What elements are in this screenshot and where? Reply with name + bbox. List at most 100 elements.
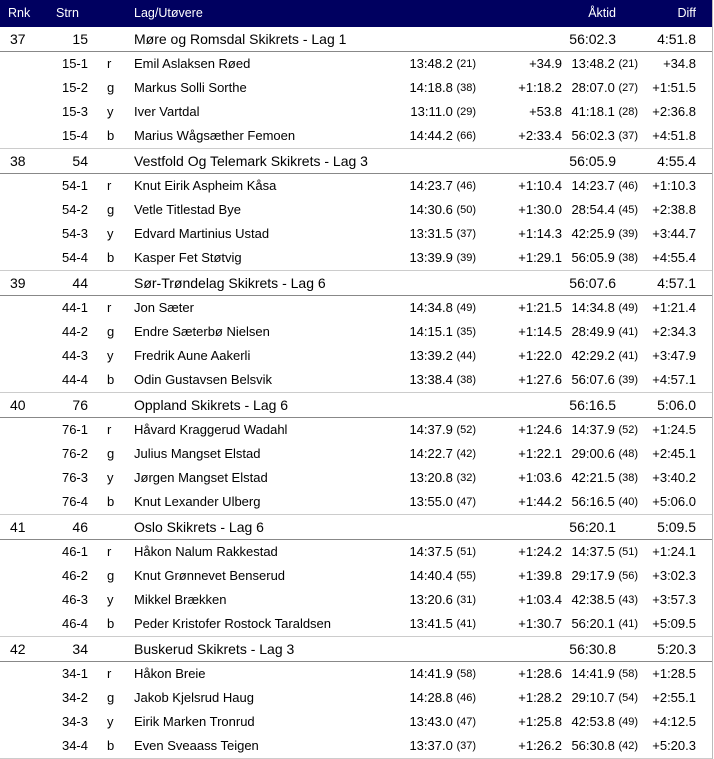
runner-name[interactable]: Håvard Kraggerud Wadahl	[134, 422, 288, 437]
cum-rank: (27)	[618, 82, 638, 94]
runner-row[interactable]: 54-1 r Knut Eirik Aspheim Kåsa 14:23.7 (46)…	[0, 174, 712, 198]
leg-time-cell: 14:22.7 (42)	[409, 442, 476, 467]
team-name[interactable]: Oppland Skikrets - Lag 6	[134, 397, 289, 413]
runner-name[interactable]: Iver Vartdal	[134, 104, 200, 119]
runner-row[interactable]: 46-4 b Peder Kristofer Rostock Taraldsen 13…	[0, 612, 712, 636]
leg-rank: (37)	[456, 228, 476, 240]
runner-name[interactable]: Knut Lexander Ulberg	[134, 494, 261, 509]
team-row[interactable]: 40 76 Oppland Skikrets - Lag 6 56:16.5 5:06.…	[0, 393, 712, 418]
runner-row[interactable]: 46-3 y Mikkel Brækken 13:20.6 (31) +1:03.4 42…	[0, 588, 712, 612]
runner-row[interactable]: 15-3 y Iver Vartdal 13:11.0 (29) +53.8 41:18.…	[0, 100, 712, 124]
runner-name[interactable]: Knut Grønnevet Benserud	[134, 568, 286, 583]
leg-time-cell: 14:37.9 (52)	[409, 418, 476, 443]
runner-color: b	[107, 616, 115, 631]
leg-time: 14:44.2	[409, 128, 453, 143]
runner-name[interactable]: Knut Eirik Aspheim Kåsa	[134, 178, 277, 193]
leg-rank: (32)	[456, 472, 476, 484]
runner-row[interactable]: 54-3 y Edvard Martinius Ustad 13:31.5 (37) +…	[0, 222, 712, 246]
leg-diff: +1:39.8	[518, 568, 562, 583]
header-diff[interactable]: Diff	[677, 6, 696, 20]
runner-name[interactable]: Fredrik Aune Aakerli	[134, 348, 251, 363]
header-team[interactable]: Lag/Utøvere	[134, 6, 203, 20]
cum-rank: (52)	[618, 424, 638, 436]
runner-row[interactable]: 34-1 r Håkon Breie 14:41.9 (58) +1:28.6 14:41…	[0, 662, 712, 686]
team-row[interactable]: 41 46 Oslo Skikrets - Lag 6 56:20.1 5:09.5	[0, 515, 712, 540]
runner-row[interactable]: 34-3 y Eirik Marken Tronrud 13:43.0 (47) +1:…	[0, 710, 712, 734]
team-name[interactable]: Vestfold Og Telemark Skikrets - Lag 3	[134, 153, 368, 169]
cum-rank: (37)	[618, 130, 638, 142]
runner-row[interactable]: 46-1 r Håkon Nalum Rakkestad 14:37.5 (51) +1…	[0, 540, 712, 564]
team-bib: 44	[72, 275, 88, 291]
cum-time: 13:48.2	[571, 56, 615, 71]
runner-name[interactable]: Marius Wågsæther Femoen	[134, 128, 296, 143]
team-row[interactable]: 42 34 Buskerud Skikrets - Lag 3 56:30.8 5:20…	[0, 637, 712, 662]
leg-rank: (55)	[456, 570, 476, 582]
team-name[interactable]: Sør-Trøndelag Skikrets - Lag 6	[134, 275, 326, 291]
runner-row[interactable]: 34-4 b Even Sveaass Teigen 13:37.0 (37) +1:2…	[0, 734, 712, 758]
runner-name[interactable]: Peder Kristofer Rostock Taraldsen	[134, 616, 332, 631]
runner-row[interactable]: 76-4 b Knut Lexander Ulberg 13:55.0 (47) +1:…	[0, 490, 712, 514]
runner-name[interactable]: Kasper Fet Støtvig	[134, 250, 242, 265]
runner-name[interactable]: Håkon Breie	[134, 666, 206, 681]
runner-row[interactable]: 34-2 g Jakob Kjelsrud Haug 14:28.8 (46) +1:2…	[0, 686, 712, 710]
runner-row[interactable]: 15-2 g Markus Solli Sorthe 14:18.8 (38) +1:1…	[0, 76, 712, 100]
runner-row[interactable]: 76-3 y Jørgen Mangset Elstad 13:20.8 (32) +1…	[0, 466, 712, 490]
runner-row[interactable]: 44-1 r Jon Sæter 14:34.8 (49) +1:21.5 14:34.8…	[0, 296, 712, 320]
runner-row[interactable]: 44-3 y Fredrik Aune Aakerli 13:39.2 (44) +1:…	[0, 344, 712, 368]
leg-time-cell: 13:48.2 (21)	[409, 52, 476, 77]
cum-rank: (28)	[618, 106, 638, 118]
runner-row[interactable]: 54-2 g Vetle Titlestad Bye 14:30.6 (50) +1:3…	[0, 198, 712, 222]
runner-name[interactable]: Edvard Martinius Ustad	[134, 226, 270, 241]
runner-name[interactable]: Vetle Titlestad Bye	[134, 202, 241, 217]
team-block: 37 15 Møre og Romsdal Skikrets - Lag 1 56:0…	[0, 27, 712, 149]
team-name[interactable]: Oslo Skikrets - Lag 6	[134, 519, 264, 535]
header-start[interactable]: Strn	[56, 6, 79, 20]
leg-time: 14:37.5	[409, 544, 453, 559]
runner-bib: 76-1	[61, 422, 88, 437]
runner-row[interactable]: 44-2 g Endre Sæterbø Nielsen 14:15.1 (35) +1…	[0, 320, 712, 344]
header-total[interactable]: Åktid	[588, 6, 616, 20]
runner-name[interactable]: Emil Aslaksen Røed	[134, 56, 251, 71]
runner-name[interactable]: Jørgen Mangset Elstad	[134, 470, 268, 485]
runner-name[interactable]: Mikkel Brækken	[134, 592, 227, 607]
team-row[interactable]: 39 44 Sør-Trøndelag Skikrets - Lag 6 56:07.…	[0, 271, 712, 296]
cum-time-cell: 13:48.2 (21)	[571, 52, 638, 77]
runner-name[interactable]: Jon Sæter	[134, 300, 194, 315]
runner-name[interactable]: Jakob Kjelsrud Haug	[134, 690, 254, 705]
runner-name[interactable]: Odin Gustavsen Belsvik	[134, 372, 273, 387]
team-block: 39 44 Sør-Trøndelag Skikrets - Lag 6 56:07.…	[0, 271, 712, 393]
team-row[interactable]: 38 54 Vestfold Og Telemark Skikrets - Lag …	[0, 149, 712, 174]
leg-rank: (46)	[456, 180, 476, 192]
leg-time: 13:20.8	[409, 470, 453, 485]
cum-time: 14:37.9	[571, 422, 615, 437]
cum-time-cell: 28:54.4 (45)	[571, 198, 638, 223]
team-row[interactable]: 37 15 Møre og Romsdal Skikrets - Lag 1 56:0…	[0, 27, 712, 52]
cum-time-cell: 14:41.9 (58)	[571, 662, 638, 687]
runner-row[interactable]: 76-2 g Julius Mangset Elstad 14:22.7 (42) +1…	[0, 442, 712, 466]
runner-row[interactable]: 44-4 b Odin Gustavsen Belsvik 13:38.4 (38) +…	[0, 368, 712, 392]
runner-name[interactable]: Håkon Nalum Rakkestad	[134, 544, 278, 559]
team-name[interactable]: Buskerud Skikrets - Lag 3	[134, 641, 295, 657]
runner-name[interactable]: Even Sveaass Teigen	[134, 738, 259, 753]
runner-name[interactable]: Eirik Marken Tronrud	[134, 714, 255, 729]
team-name[interactable]: Møre og Romsdal Skikrets - Lag 1	[134, 31, 347, 47]
cum-diff: +1:51.5	[652, 80, 696, 95]
cum-time-cell: 56:30.8 (42)	[571, 734, 638, 759]
runner-name[interactable]: Julius Mangset Elstad	[134, 446, 261, 461]
runner-row[interactable]: 46-2 g Knut Grønnevet Benserud 14:40.4 (55)…	[0, 564, 712, 588]
leg-time-cell: 13:39.2 (44)	[409, 344, 476, 369]
runner-name[interactable]: Markus Solli Sorthe	[134, 80, 247, 95]
runner-row[interactable]: 54-4 b Kasper Fet Støtvig 13:39.9 (39) +1:29…	[0, 246, 712, 270]
leg-time: 13:11.0	[410, 104, 453, 119]
table-header: Rnk Strn Lag/Utøvere Åktid Diff	[0, 0, 712, 27]
runner-row[interactable]: 15-4 b Marius Wågsæther Femoen 14:44.2 (66)…	[0, 124, 712, 148]
runner-row[interactable]: 76-1 r Håvard Kraggerud Wadahl 14:37.9 (52)…	[0, 418, 712, 442]
runner-color: b	[107, 738, 115, 753]
cum-rank: (43)	[618, 594, 638, 606]
runner-row[interactable]: 15-1 r Emil Aslaksen Røed 13:48.2 (21) +34.9…	[0, 52, 712, 76]
header-rank[interactable]: Rnk	[8, 6, 31, 20]
runner-name[interactable]: Endre Sæterbø Nielsen	[134, 324, 270, 339]
leg-diff: +1:25.8	[518, 714, 562, 729]
leg-time-cell: 13:31.5 (37)	[409, 222, 476, 247]
